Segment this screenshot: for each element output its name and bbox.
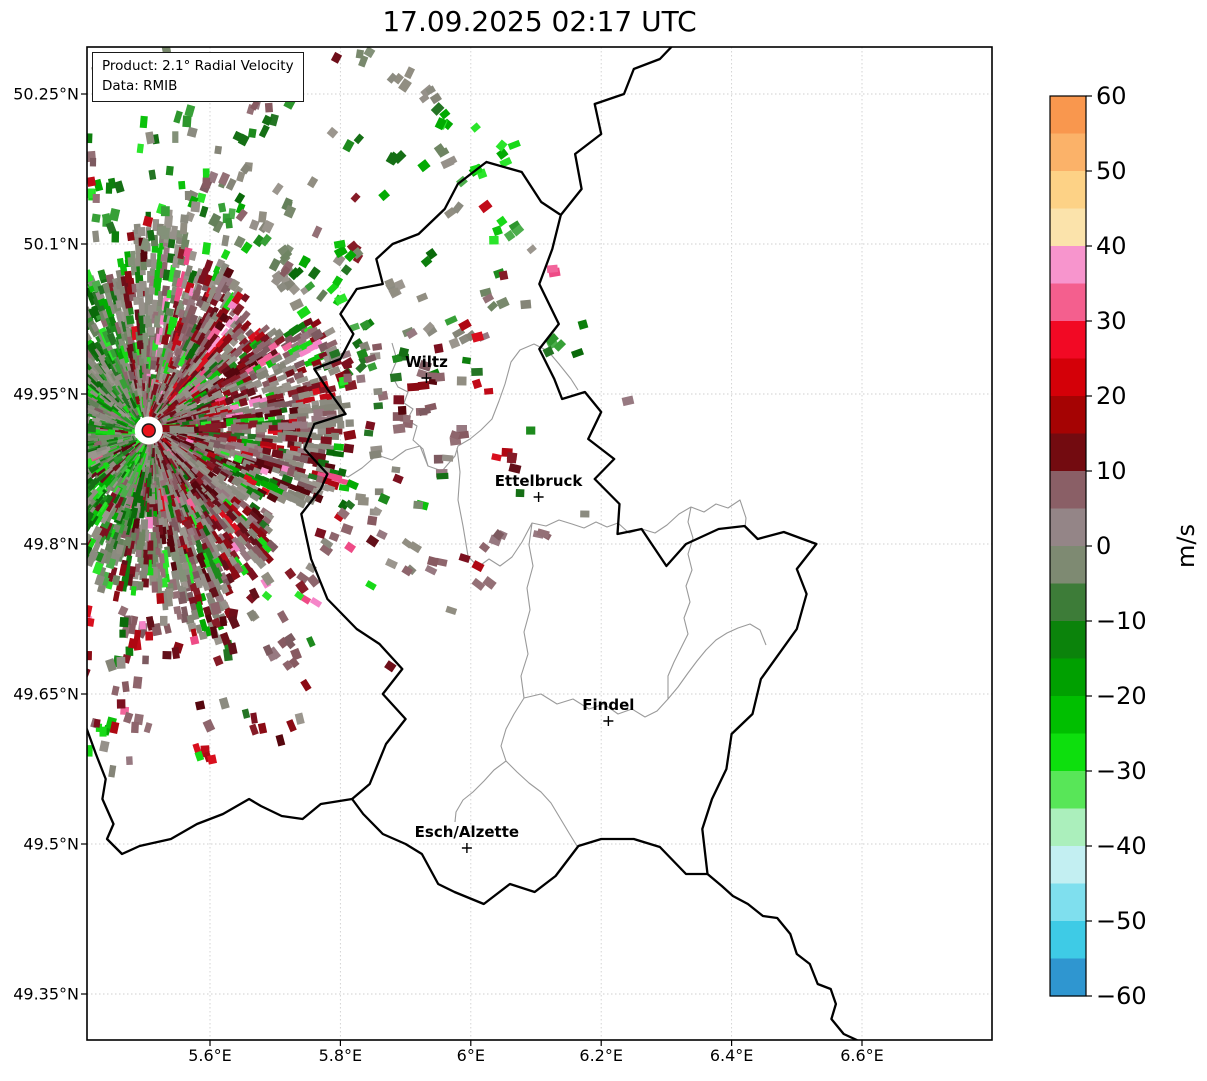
y-tick-label: 50.1°N	[23, 234, 79, 254]
x-tick-label: 6°E	[456, 1046, 485, 1065]
colorbar-tick-label: −10	[1096, 607, 1147, 635]
y-tick-label: 49.95°N	[13, 384, 79, 404]
colorbar	[1049, 95, 1092, 997]
city-marker	[421, 373, 432, 383]
city-label: Wiltz	[405, 353, 448, 371]
y-tick-label: 49.65°N	[13, 684, 79, 704]
radar-station-marker	[134, 416, 163, 445]
colorbar-band	[1050, 433, 1086, 472]
country-borders	[87, 47, 858, 1040]
colorbar-tick-label: −30	[1096, 757, 1147, 785]
x-tick-label: 6.4°E	[709, 1046, 754, 1065]
city-marker	[603, 716, 614, 726]
colorbar-band	[1050, 658, 1086, 697]
y-tick-label: 49.5°N	[23, 834, 79, 854]
city-label: Esch/Alzette	[414, 823, 520, 841]
x-tick-label: 5.8°E	[318, 1046, 363, 1065]
y-tick-label: 49.8°N	[23, 534, 79, 554]
colorbar-tick-label: 0	[1096, 532, 1112, 560]
y-tick-label: 49.35°N	[13, 984, 79, 1004]
colorbar-band	[1050, 396, 1086, 435]
colorbar-tick-label: −20	[1096, 682, 1147, 710]
colorbar-band	[1050, 208, 1086, 247]
colorbar-tick-label: 30	[1096, 307, 1127, 335]
colorbar-band	[1050, 883, 1086, 922]
x-tick-label: 5.6°E	[188, 1046, 232, 1065]
colorbar-band	[1050, 771, 1086, 810]
axis-tick-marks	[81, 93, 863, 1046]
colorbar-band	[1050, 808, 1086, 847]
product-info-line: Product: 2.1° Radial Velocity	[102, 58, 294, 74]
radar-site-dot	[141, 423, 156, 438]
plot-title: 17.09.2025 02:17 UTC	[382, 5, 697, 38]
radar-bins	[87, 47, 635, 778]
colorbar-tick-label: 10	[1096, 457, 1127, 485]
data-source-line: Data: RMIB	[102, 77, 178, 94]
colorbar-tick-label: 40	[1096, 232, 1127, 260]
colorbar-band	[1050, 546, 1086, 585]
colorbar-band	[1050, 246, 1086, 285]
city-markers	[421, 373, 614, 853]
colorbar-band	[1050, 471, 1086, 510]
colorbar-band	[1050, 96, 1086, 135]
colorbar-band	[1050, 358, 1086, 397]
city-label: Ettelbruck	[494, 472, 583, 490]
x-tick-label: 6.6°E	[840, 1046, 884, 1065]
colorbar-band	[1050, 133, 1086, 172]
colorbar-band	[1050, 321, 1086, 360]
city-marker	[533, 492, 544, 502]
colorbar-tick-label: −50	[1096, 907, 1147, 935]
colorbar-band	[1050, 508, 1086, 547]
x-tick-label: 6.2°E	[579, 1046, 623, 1065]
colorbar-band	[1050, 846, 1086, 885]
colorbar-band	[1050, 621, 1086, 660]
colorbar-band	[1050, 283, 1086, 322]
colorbar-band	[1050, 958, 1086, 997]
colorbar-tick-label: 60	[1096, 82, 1127, 110]
colorbar-band	[1050, 171, 1086, 210]
colorbar-tick-label: −40	[1096, 832, 1147, 860]
colorbar-band	[1050, 583, 1086, 622]
colorbar-band	[1050, 696, 1086, 735]
y-tick-label: 50.25°N	[13, 84, 79, 104]
city-marker	[461, 843, 472, 853]
colorbar-tick-label: −60	[1096, 982, 1147, 1010]
product-info-box: Product: 2.1° Radial Velocity Data: RMIB	[92, 52, 304, 103]
colorbar-band	[1050, 733, 1086, 772]
colorbar-tick-label: 50	[1096, 157, 1127, 185]
colorbar-unit-label: m/s	[1172, 524, 1200, 568]
city-label: Findel	[582, 696, 635, 714]
colorbar-tick-label: 20	[1096, 382, 1127, 410]
colorbar-band	[1050, 921, 1086, 960]
